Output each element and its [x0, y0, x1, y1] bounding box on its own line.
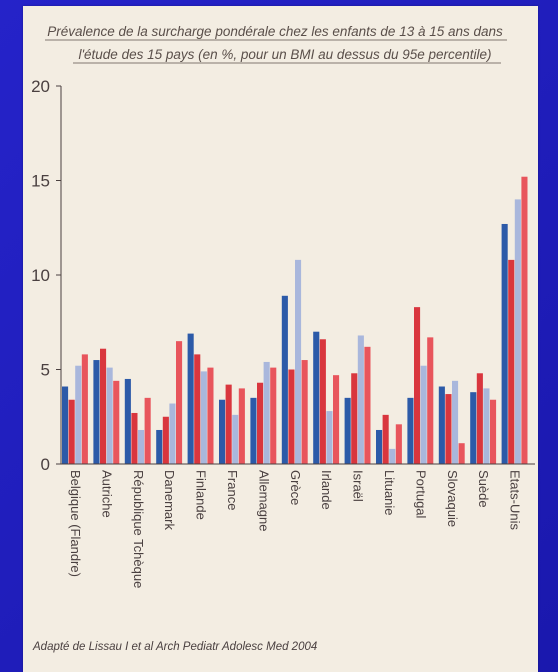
bar — [483, 388, 490, 464]
bar — [344, 397, 351, 464]
bar — [501, 223, 508, 464]
bar — [250, 397, 257, 464]
bar — [476, 373, 483, 464]
chart-panel: Prévalence de la surcharge pondérale che… — [23, 6, 538, 672]
bar — [225, 384, 232, 464]
bar — [420, 365, 427, 464]
bar — [470, 392, 477, 464]
bar — [445, 394, 452, 464]
x-category-label: République Tchèque — [131, 470, 146, 588]
bar — [395, 424, 402, 464]
bar — [357, 335, 364, 464]
x-category-label: Grèce — [288, 470, 303, 505]
chart-title-line-1: Prévalence de la surcharge pondérale che… — [47, 24, 503, 39]
y-tick-label: 20 — [31, 77, 50, 96]
bar — [281, 295, 288, 464]
bar — [81, 354, 88, 464]
bar — [75, 365, 82, 464]
bar — [295, 259, 302, 464]
bar — [490, 399, 497, 464]
x-category-label: Autriche — [99, 470, 114, 518]
x-category-label: Belgique (Flandre) — [68, 470, 83, 577]
bar — [521, 176, 528, 464]
y-tick-label: 0 — [41, 455, 50, 474]
bar — [351, 373, 358, 464]
y-tick-label: 5 — [41, 361, 50, 380]
bar — [138, 429, 145, 464]
bar — [333, 375, 340, 464]
x-category-label: Portugal — [413, 470, 428, 519]
bar — [106, 367, 113, 464]
x-category-label: Slovaquie — [445, 470, 460, 527]
bar — [207, 367, 214, 464]
bar — [232, 414, 239, 464]
y-tick-label: 15 — [31, 172, 50, 191]
bar — [93, 360, 100, 464]
bar — [187, 333, 194, 464]
x-category-label: France — [225, 470, 240, 510]
bar — [288, 369, 295, 464]
bar — [427, 337, 434, 464]
bar — [364, 346, 371, 464]
bar — [124, 378, 131, 464]
bar — [326, 411, 333, 464]
chart-title-line-2: l'étude des 15 pays (en %, pour un BMI a… — [78, 47, 491, 62]
x-category-label: Suède — [476, 470, 491, 508]
x-category-label: Finlande — [194, 470, 209, 520]
bar — [414, 307, 421, 464]
bar — [162, 416, 169, 464]
bar — [219, 399, 226, 464]
bar — [514, 199, 521, 464]
x-category-label: Lituanie — [382, 470, 397, 516]
bar — [438, 386, 445, 464]
bar — [376, 429, 383, 464]
bar-group — [61, 176, 535, 465]
x-category-label: Israël — [351, 470, 366, 502]
bar — [301, 360, 308, 464]
bar — [458, 443, 465, 464]
bar — [113, 380, 120, 464]
x-category-label: Allemagne — [256, 470, 271, 531]
bar — [62, 386, 69, 464]
bar — [382, 414, 389, 464]
bar — [263, 361, 270, 464]
bar — [156, 429, 163, 464]
x-axis-labels: Belgique (Flandre) Autriche République Tch… — [68, 470, 523, 588]
bar — [319, 339, 326, 464]
bar — [100, 348, 107, 464]
source-note: Adapté de Lissau I et al Arch Pediatr Ad… — [32, 641, 317, 653]
bar — [389, 448, 396, 464]
bar — [169, 403, 176, 464]
bar — [131, 412, 138, 464]
bar — [68, 399, 75, 464]
bar — [144, 397, 151, 464]
y-tick-label: 10 — [31, 266, 50, 285]
bar — [200, 371, 207, 464]
bar — [407, 397, 414, 464]
bar — [508, 259, 515, 464]
bar — [270, 367, 277, 464]
bar — [176, 341, 183, 464]
x-category-label: Etats-Unis — [508, 470, 523, 530]
bar — [194, 354, 201, 464]
x-category-label: Irlande — [319, 470, 334, 510]
bar — [238, 388, 245, 464]
bar — [452, 380, 459, 464]
bar — [257, 382, 264, 464]
x-category-label: Danemark — [162, 470, 177, 530]
bar-chart: Prévalence de la surcharge pondérale che… — [31, 24, 535, 653]
bar — [313, 331, 320, 464]
y-axis-ticks: 0 5 10 15 20 — [31, 77, 61, 474]
